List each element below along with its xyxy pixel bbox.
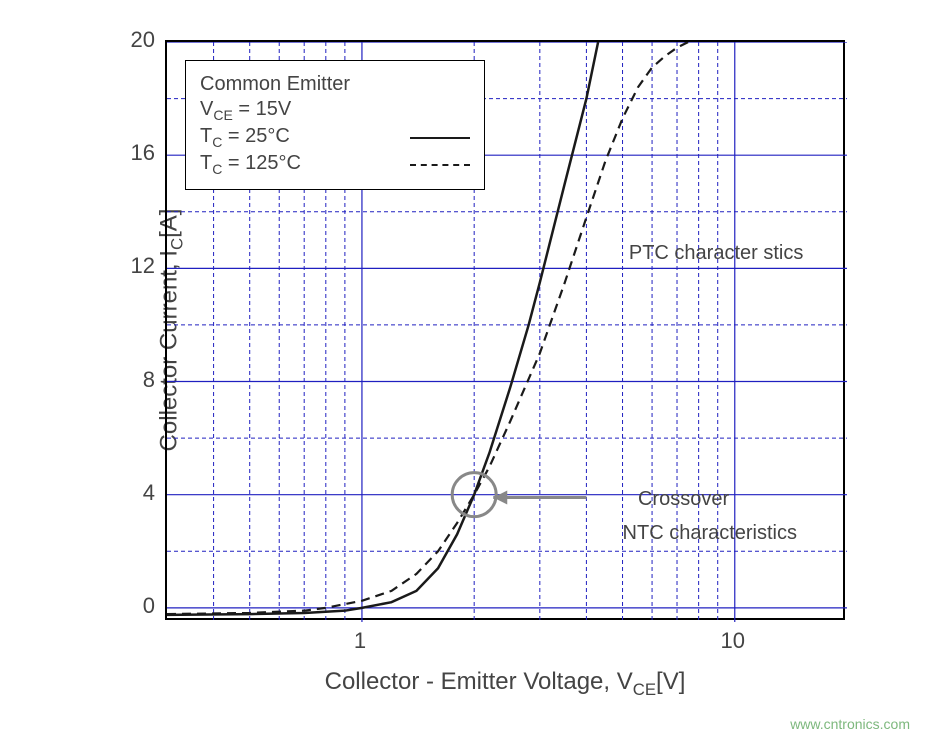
- y-tick-label: 0: [143, 593, 155, 619]
- ptc-annotation: PTC character stics: [629, 242, 803, 265]
- plot-area: Common Emitter VCE = 15V TC = 25°C TC = …: [165, 40, 845, 620]
- y-tick-label: 16: [131, 140, 155, 166]
- y-tick-label: 8: [143, 367, 155, 393]
- x-tick-label: 1: [354, 628, 366, 654]
- legend-box: Common Emitter VCE = 15V TC = 25°C TC = …: [185, 60, 485, 190]
- watermark: www.cntronics.com: [790, 716, 910, 732]
- y-tick-label: 12: [131, 253, 155, 279]
- legend-line-solid: [410, 137, 470, 139]
- y-tick-label: 4: [143, 480, 155, 506]
- legend-line-dashed: [410, 164, 470, 166]
- legend-series2: TC = 125°C: [200, 152, 402, 177]
- ntc-annotation: NTC characteristics: [623, 522, 797, 545]
- legend-condition: VCE = 15V: [200, 98, 470, 123]
- legend-series1: TC = 25°C: [200, 125, 402, 150]
- x-axis-label: Collector - Emitter Voltage, VCE[V]: [165, 668, 845, 700]
- crossover-annotation: Crossover: [638, 488, 729, 511]
- chart-container: Collector Current, IC[A] Collector - Emi…: [30, 30, 900, 710]
- legend-title: Common Emitter: [200, 73, 470, 96]
- y-tick-label: 20: [131, 27, 155, 53]
- x-tick-label: 10: [721, 628, 745, 654]
